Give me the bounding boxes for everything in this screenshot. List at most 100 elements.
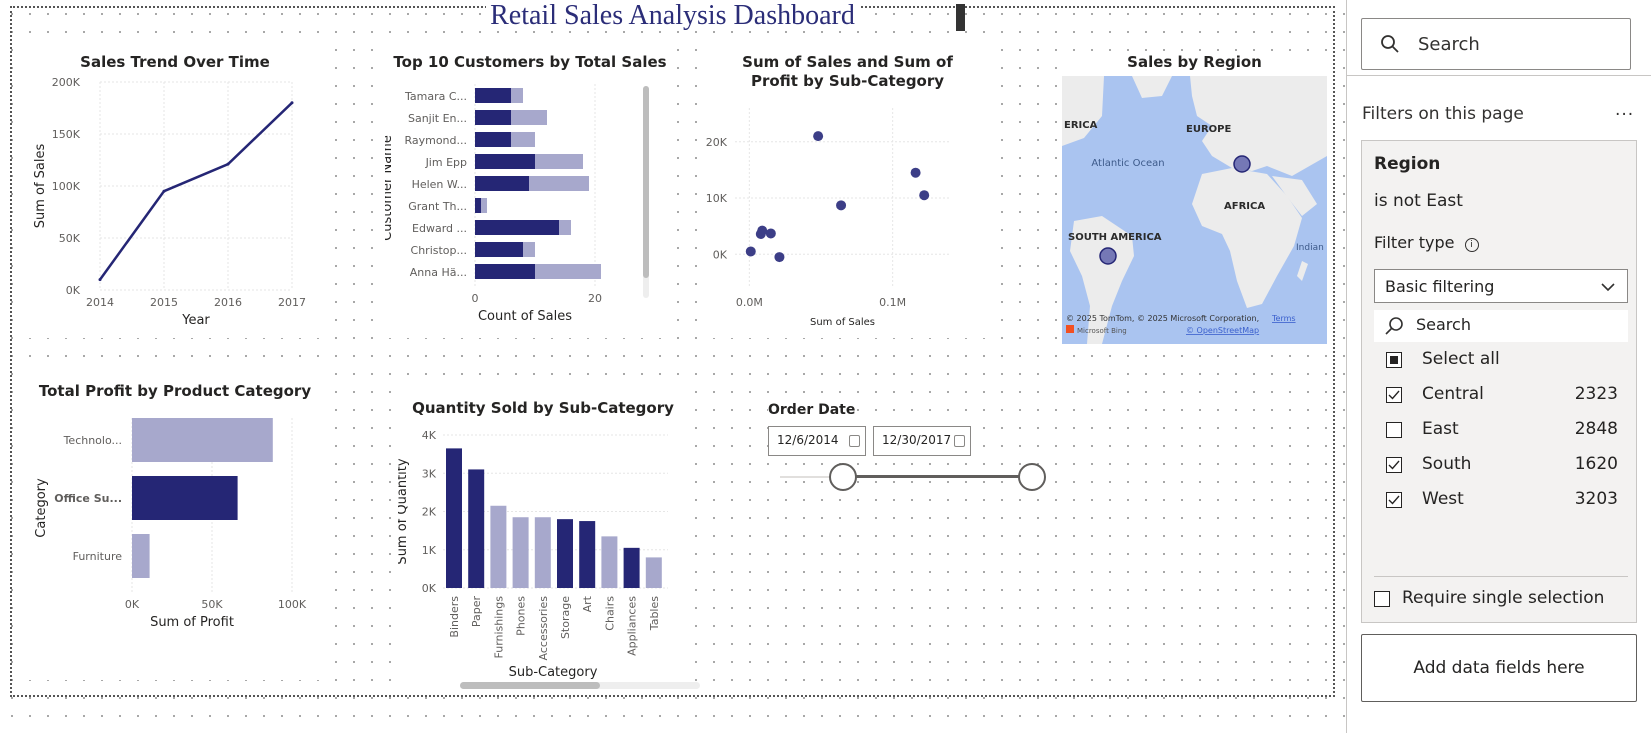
slicer-start-date[interactable]: 12/6/2014 xyxy=(768,426,866,456)
search-icon xyxy=(1381,35,1399,53)
scatter-point xyxy=(757,225,768,236)
filter-option-central[interactable]: Central 2323 xyxy=(1374,381,1628,411)
slider-range xyxy=(842,475,1025,478)
y-tick-label: Grant Th... xyxy=(408,200,467,213)
require-single-checkbox[interactable] xyxy=(1374,591,1390,607)
y-axis-title: Customer Name xyxy=(385,135,395,241)
visual-header-grip[interactable] xyxy=(956,4,965,31)
slicer-start-date-value: 12/6/2014 xyxy=(777,433,839,447)
sales-trend-visual[interactable]: Sales Trend Over Time 0K 50K 100K 150K 200K 2… xyxy=(20,48,330,338)
map-osm-link: © OpenStreetMap xyxy=(1186,326,1259,335)
quantity-bar xyxy=(557,519,573,588)
line-point xyxy=(98,278,102,282)
scatter-point xyxy=(919,190,930,201)
option-checkbox[interactable] xyxy=(1386,422,1402,438)
slicer-end-date[interactable]: 12/30/2017 xyxy=(873,426,971,456)
select-all-label: Select all xyxy=(1422,349,1500,369)
dashboard-title-text: Retail Sales Analysis Dashboard xyxy=(486,0,859,31)
y-tick-label: Anna Hä... xyxy=(410,266,467,279)
scatter-point xyxy=(910,167,921,178)
quantity-by-subcategory-visual[interactable]: Quantity Sold by Sub-Category 0K 1K 2K 3K 4K… xyxy=(398,390,700,695)
select-all-option[interactable]: Select all xyxy=(1374,346,1628,376)
top-customers-visual[interactable]: Top 10 Customers by Total Sales 0 20 Tamar… xyxy=(385,48,675,338)
quantity-bar xyxy=(512,517,529,588)
filter-list-search[interactable]: Search xyxy=(1374,310,1628,342)
region-map[interactable]: ERICA EUROPE Atlantic Ocean AFRICA SOUTH… xyxy=(1062,76,1327,344)
region-filter-card[interactable]: Region is not East Filter type i Basic f… xyxy=(1361,140,1637,623)
map-label-america: ERICA xyxy=(1064,120,1098,131)
select-all-checkbox[interactable] xyxy=(1386,352,1402,368)
bar-segment xyxy=(475,88,511,103)
option-label: Central xyxy=(1422,384,1484,404)
y-tick-label: Helen W... xyxy=(412,178,467,191)
slider-handle-start[interactable] xyxy=(829,463,857,491)
sales-by-region-visual[interactable]: Sales by Region ERICA EUROPE Atlantic Oc… xyxy=(1062,48,1327,348)
quantity-bar xyxy=(601,536,618,588)
divider xyxy=(1374,576,1628,577)
quantity-bar xyxy=(446,448,462,588)
slider-handle-end[interactable] xyxy=(1018,463,1046,491)
x-tick-label: Storage xyxy=(559,596,572,639)
x-tick-label: Paper xyxy=(470,596,483,628)
bar-segment xyxy=(511,132,535,147)
y-tick-label: 0K xyxy=(66,284,81,297)
option-checkbox[interactable] xyxy=(1386,387,1402,403)
profit-by-category-visual[interactable]: Total Profit by Product Category 0K 50K 10… xyxy=(20,370,330,680)
filter-type-dropdown[interactable]: Basic filtering xyxy=(1374,269,1628,303)
bar-segment xyxy=(523,242,535,257)
x-tick-label: Art xyxy=(581,595,594,612)
map-terms-link: Terms xyxy=(1271,314,1296,323)
y-tick-label: 0K xyxy=(422,582,437,595)
x-tick-label: 2017 xyxy=(278,296,306,309)
category-bar xyxy=(132,534,150,578)
sales-profit-scatter-visual[interactable]: Sum of Sales and Sum of Profit by Sub-Ca… xyxy=(705,48,990,338)
bar-segment xyxy=(535,154,583,169)
y-tick-label: Raymond... xyxy=(404,134,467,147)
filter-type-label: Filter type i xyxy=(1374,233,1479,252)
horizontal-scrollbar-thumb[interactable] xyxy=(460,682,600,689)
horizontal-scrollbar[interactable] xyxy=(460,682,700,689)
visual-title: Quantity Sold by Sub-Category xyxy=(412,399,674,417)
bar-segment xyxy=(535,264,601,279)
bar-segment xyxy=(475,176,529,191)
scrollbar-thumb[interactable] xyxy=(643,86,649,278)
map-europe xyxy=(1190,76,1327,176)
y-tick-label: 0K xyxy=(713,248,728,261)
option-checkbox[interactable] xyxy=(1386,492,1402,508)
map-bing-label: Microsoft Bing xyxy=(1077,327,1127,335)
info-icon[interactable]: i xyxy=(1464,238,1479,252)
bing-logo-icon xyxy=(1066,325,1074,333)
filter-option-east[interactable]: East 2848 xyxy=(1374,416,1628,446)
option-count: 1620 xyxy=(1574,454,1618,474)
filter-pane-search[interactable]: Search xyxy=(1361,18,1631,70)
scrollbar-track[interactable] xyxy=(643,86,649,298)
add-data-fields-well[interactable]: Add data fields here xyxy=(1361,634,1637,702)
filter-summary: is not East xyxy=(1374,191,1463,211)
map-bubble-south-america xyxy=(1099,247,1117,265)
filter-type-value: Basic filtering xyxy=(1385,277,1495,296)
x-axis-title: Sub-Category xyxy=(509,665,598,680)
filter-option-south[interactable]: South 1620 xyxy=(1374,451,1628,481)
x-tick-label: 2015 xyxy=(150,296,178,309)
y-tick-label: 50K xyxy=(59,232,81,245)
require-single-selection-option[interactable]: Require single selection xyxy=(1374,585,1628,615)
calendar-icon[interactable] xyxy=(849,435,860,447)
customer-bar-chart: 0 20 Tamara C... Sanjit En... Raymond... Jim … xyxy=(385,84,602,324)
slicer-title: Order Date xyxy=(768,402,856,418)
y-tick-label: 200K xyxy=(52,76,81,89)
y-tick-label: 20K xyxy=(706,136,728,149)
option-count: 2848 xyxy=(1574,419,1618,439)
map-bubble-europe xyxy=(1233,155,1251,173)
bar-segment xyxy=(475,220,559,235)
x-axis-title: Year xyxy=(181,313,210,328)
calendar-icon[interactable] xyxy=(954,435,965,447)
more-options-button[interactable]: ... xyxy=(1615,100,1635,120)
order-date-slicer[interactable]: Order Date 12/6/2014 12/30/2017 xyxy=(760,398,1050,498)
scatter-point xyxy=(745,246,756,257)
bar-segment xyxy=(475,198,481,213)
y-tick-label: 150K xyxy=(52,128,81,141)
option-checkbox[interactable] xyxy=(1386,457,1402,473)
y-tick-label: 1K xyxy=(422,544,437,557)
filter-option-west[interactable]: West 3203 xyxy=(1374,486,1628,516)
map-label-atlantic: Atlantic Ocean xyxy=(1091,158,1164,169)
